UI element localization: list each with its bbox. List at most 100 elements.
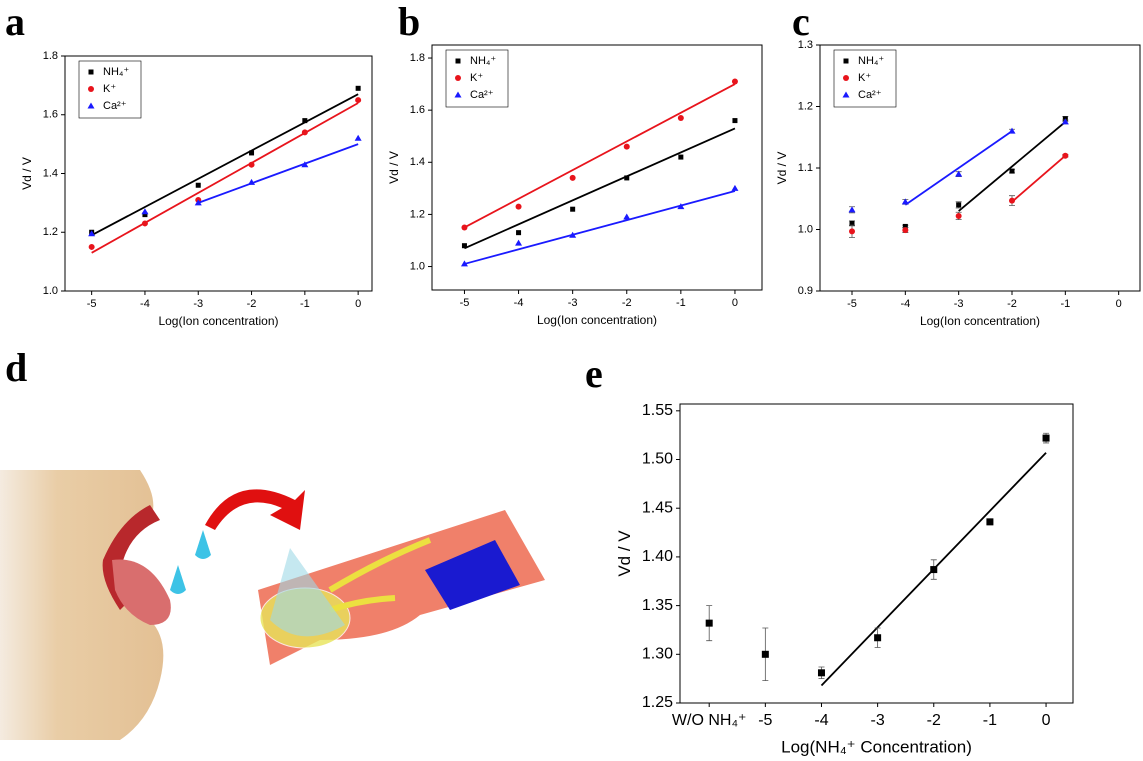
- droplet: [195, 530, 211, 559]
- x-tick-label: 0: [1042, 712, 1051, 729]
- x-tick-label: -4: [514, 297, 524, 309]
- point: [901, 198, 909, 205]
- y-axis-label: Vd / V: [387, 151, 401, 184]
- x-tick-label: -5: [847, 298, 857, 310]
- x-tick-label: 0: [732, 297, 738, 309]
- legend-swatch: [843, 75, 849, 81]
- y-tick-label: 1.6: [43, 109, 58, 121]
- y-tick-label: 1.0: [410, 260, 425, 272]
- fit-line: [464, 190, 736, 265]
- point: [731, 184, 739, 191]
- point: [705, 619, 713, 627]
- y-tick-label: 1.8: [410, 52, 425, 64]
- point: [141, 208, 149, 215]
- point: [248, 178, 256, 185]
- x-axis-label: Log(Ion concentration): [158, 314, 278, 328]
- arrow: [205, 489, 305, 530]
- point: [355, 97, 362, 104]
- x-tick-label: -5: [87, 298, 97, 310]
- point: [355, 85, 361, 91]
- legend-label: K⁺: [470, 72, 483, 84]
- y-tick-label: 1.2: [798, 100, 813, 112]
- point: [848, 206, 856, 213]
- point: [677, 114, 684, 121]
- x-axis-label: Log(Ion concentration): [920, 314, 1040, 328]
- x-tick-label: -5: [758, 712, 772, 729]
- legend-label: K⁺: [103, 83, 116, 95]
- x-tick-label: -1: [676, 297, 686, 309]
- x-tick-label: -3: [193, 298, 203, 310]
- y-tick-label: 1.30: [642, 646, 673, 663]
- point: [194, 199, 202, 206]
- plot-frame: [679, 403, 1074, 704]
- x-tick-label: -2: [622, 297, 632, 309]
- legend-swatch: [455, 75, 461, 81]
- point: [88, 243, 95, 250]
- x-tick-label: -2: [1007, 298, 1017, 310]
- point: [849, 220, 855, 226]
- legend-swatch: [454, 91, 462, 98]
- x-tick-label: 0: [355, 298, 361, 310]
- point: [569, 174, 576, 181]
- x-tick-label: -2: [247, 298, 257, 310]
- point: [1009, 168, 1015, 174]
- x-tick-label: -3: [954, 298, 964, 310]
- legend-swatch: [843, 58, 849, 64]
- point: [1042, 434, 1050, 442]
- fit-line: [1011, 155, 1066, 203]
- legend-label: K⁺: [858, 72, 871, 84]
- point: [461, 224, 468, 231]
- x-axis-label: Log(NH₄⁺ Concentration): [781, 737, 972, 756]
- y-axis-label: Vd / V: [775, 152, 789, 185]
- legend-label: Ca²⁺: [470, 89, 494, 101]
- point: [623, 143, 630, 150]
- y-axis-label: Vd / V: [615, 530, 634, 577]
- y-tick-label: 1.40: [642, 548, 673, 565]
- legend-label: Ca²⁺: [103, 100, 127, 112]
- point: [570, 206, 576, 212]
- x-tick-label: -2: [927, 712, 941, 729]
- legend-label: NH₄⁺: [858, 55, 884, 67]
- x-tick-label: W/O NH₄⁺: [672, 712, 747, 729]
- point: [761, 650, 769, 658]
- x-tick-label: -1: [300, 298, 310, 310]
- x-axis-label: Log(Ion concentration): [537, 313, 657, 327]
- y-tick-label: 1.1: [798, 162, 813, 174]
- point: [195, 182, 201, 188]
- point: [515, 239, 523, 246]
- x-tick-label: -1: [983, 712, 997, 729]
- y-axis-label: Vd / V: [20, 157, 34, 190]
- sensor-trace: [329, 595, 396, 613]
- point: [354, 134, 362, 141]
- fit-line: [197, 143, 359, 204]
- point: [1008, 127, 1016, 134]
- point: [930, 566, 938, 574]
- legend-swatch: [842, 91, 850, 98]
- x-tick-label: -4: [900, 298, 910, 310]
- point: [141, 220, 148, 227]
- point: [248, 161, 255, 168]
- point: [678, 154, 684, 160]
- y-tick-label: 1.2: [43, 226, 58, 238]
- fit-line: [958, 121, 1066, 212]
- fit-line: [464, 83, 736, 229]
- sensor-trace: [328, 537, 432, 593]
- point: [301, 129, 308, 136]
- point: [1062, 152, 1069, 159]
- y-tick-label: 0.9: [798, 285, 813, 297]
- tongue: [112, 559, 171, 625]
- y-tick-label: 1.25: [642, 694, 673, 711]
- point: [902, 223, 908, 229]
- x-tick-label: -3: [568, 297, 578, 309]
- x-tick-label: -4: [140, 298, 150, 310]
- fit-line: [904, 130, 1013, 206]
- point: [302, 118, 308, 124]
- point: [88, 230, 96, 237]
- legend-swatch: [455, 58, 461, 64]
- panel-label: c: [792, 0, 810, 44]
- point: [955, 170, 963, 177]
- x-tick-label: -4: [814, 712, 828, 729]
- legend-swatch: [88, 86, 94, 92]
- point: [461, 243, 467, 249]
- point: [1009, 197, 1015, 204]
